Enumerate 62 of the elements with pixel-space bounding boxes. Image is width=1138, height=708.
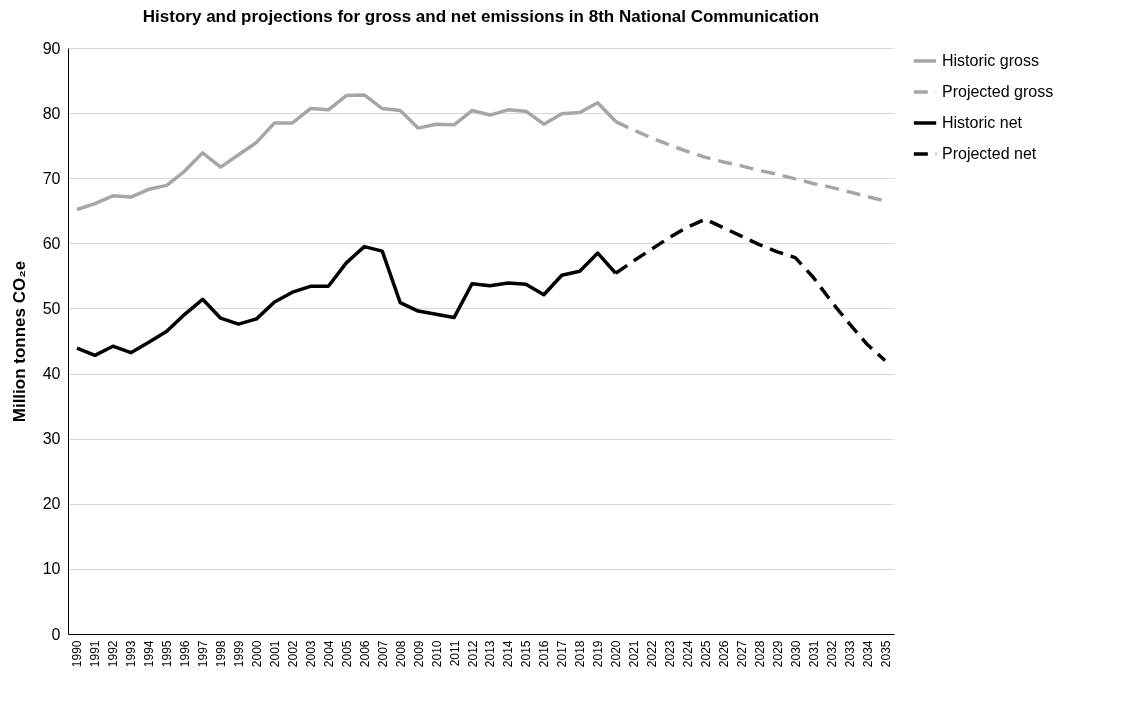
x-tick-label: 2006 bbox=[357, 640, 372, 668]
x-tick-label: 2016 bbox=[537, 640, 552, 668]
x-tick-label: 2032 bbox=[824, 640, 839, 668]
y-tick-label: 50 bbox=[42, 299, 61, 317]
y-tick-label: 40 bbox=[42, 365, 61, 383]
x-tick-label: 2013 bbox=[483, 640, 498, 668]
x-tick-label: 2005 bbox=[339, 640, 354, 668]
x-tick-label: 2031 bbox=[806, 640, 821, 668]
x-tick-label: 2030 bbox=[788, 640, 803, 668]
x-tick-label: 2015 bbox=[519, 640, 534, 668]
x-tick-label: 2010 bbox=[429, 640, 444, 668]
x-tick-label: 1996 bbox=[178, 640, 193, 668]
x-tick-label: 2014 bbox=[501, 640, 516, 668]
x-tick-label: 2027 bbox=[734, 640, 749, 668]
x-tick-label: 2019 bbox=[591, 640, 606, 668]
legend-label: Projected net bbox=[942, 145, 1037, 162]
x-tick-label: 1993 bbox=[124, 640, 139, 668]
y-tick-label: 90 bbox=[42, 39, 61, 57]
x-tick-label: 2018 bbox=[573, 640, 588, 668]
x-tick-label: 2001 bbox=[268, 640, 282, 668]
x-tick-label: 2004 bbox=[321, 640, 336, 668]
x-tick-label: 2017 bbox=[555, 640, 570, 668]
x-tick-label: 1997 bbox=[196, 640, 211, 668]
x-tick-label: 2011 bbox=[447, 640, 462, 667]
x-tick-label: 1991 bbox=[88, 640, 103, 668]
x-tick-label: 1999 bbox=[232, 640, 247, 668]
x-tick-label: 2023 bbox=[663, 640, 678, 668]
y-tick-label: 10 bbox=[42, 560, 61, 578]
x-tick-label: 2033 bbox=[842, 640, 857, 668]
x-tick-label: 2003 bbox=[303, 640, 318, 668]
x-tick-label: 1990 bbox=[70, 640, 85, 668]
x-tick-label: 1998 bbox=[214, 640, 229, 668]
x-tick-label: 2026 bbox=[716, 640, 731, 668]
y-tick-label: 80 bbox=[42, 104, 61, 122]
x-tick-label: 2035 bbox=[878, 640, 893, 668]
x-tick-label: 2002 bbox=[285, 640, 300, 668]
chart-title: History and projections for gross and net emissions in 8th National Communication bbox=[142, 7, 820, 26]
legend-label: Projected gross bbox=[942, 83, 1054, 100]
x-tick-label: 1992 bbox=[106, 640, 121, 668]
x-tick-label: 2012 bbox=[465, 640, 480, 668]
x-tick-label: 1995 bbox=[160, 640, 175, 668]
y-tick-label: 70 bbox=[42, 169, 61, 187]
x-tick-label: 1994 bbox=[142, 640, 157, 668]
y-axis-title: Million tonnes CO₂e bbox=[9, 260, 29, 423]
x-tick-label: 2021 bbox=[627, 640, 642, 668]
x-tick-label: 2034 bbox=[860, 640, 875, 668]
x-tick-label: 2009 bbox=[411, 640, 426, 668]
x-tick-label: 2020 bbox=[609, 640, 624, 668]
legend-label: Historic net bbox=[942, 114, 1023, 131]
x-tick-label: 2022 bbox=[645, 640, 660, 668]
y-tick-label: 0 bbox=[51, 625, 61, 643]
y-tick-label: 60 bbox=[42, 234, 61, 252]
x-tick-label: 2007 bbox=[375, 640, 390, 668]
x-tick-label: 2008 bbox=[393, 640, 408, 668]
y-tick-label: 20 bbox=[42, 495, 61, 513]
x-tick-label: 2028 bbox=[752, 640, 767, 668]
x-tick-label: 2024 bbox=[681, 640, 695, 668]
x-tick-label: 2025 bbox=[698, 640, 713, 668]
legend-label: Historic gross bbox=[942, 52, 1039, 69]
x-tick-label: 2029 bbox=[770, 640, 785, 668]
y-tick-label: 30 bbox=[42, 430, 61, 448]
x-tick-label: 2000 bbox=[250, 640, 265, 668]
